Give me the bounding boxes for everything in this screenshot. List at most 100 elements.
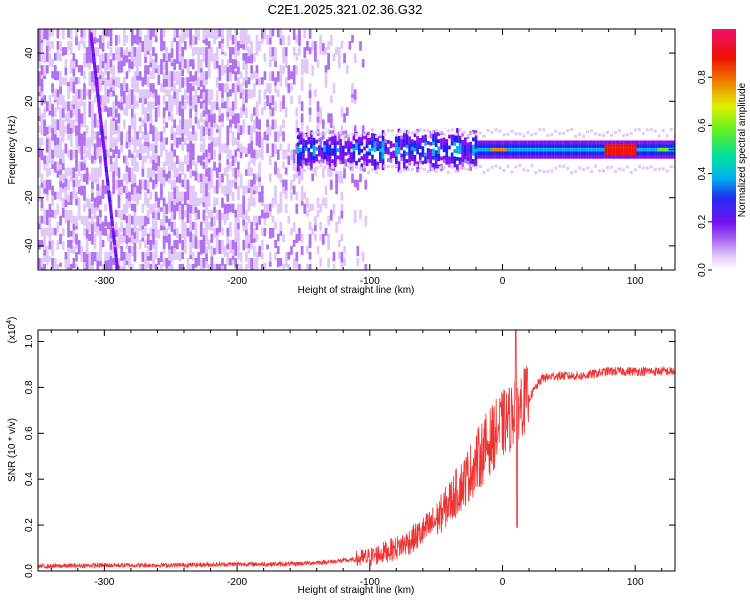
heatmap-cell [199, 101, 203, 109]
heatmap-cell [210, 233, 214, 243]
heatmap-cell [324, 71, 328, 82]
heatmap-cell [629, 170, 633, 174]
heatmap-cell [120, 179, 123, 187]
heatmap-cell [117, 77, 121, 89]
heatmap-cell [149, 251, 153, 261]
heatmap-cell [152, 167, 155, 178]
heatmap-cell [59, 179, 62, 188]
heatmap-cell [162, 179, 166, 188]
heatmap-cell [53, 137, 57, 146]
heatmap-cell [506, 151, 510, 156]
heatmap-cell [271, 119, 275, 130]
heatmap-cell [237, 53, 240, 62]
heatmap-cell [490, 147, 494, 152]
heatmap-cell [191, 59, 195, 70]
heatmap-cell [152, 47, 155, 57]
heatmap-cell [321, 41, 325, 52]
heatmap-cell [128, 95, 131, 105]
heatmap-cell [88, 53, 92, 63]
heatmap-cell [312, 148, 316, 153]
heatmap-cell [178, 41, 182, 52]
heatmap-cell [109, 47, 113, 57]
heatmap-cell [136, 185, 139, 194]
heatmap-cell [245, 161, 248, 170]
heatmap-cell [154, 209, 158, 218]
heatmap-cell [258, 95, 261, 105]
heatmap-cell [298, 263, 301, 270]
heatmap-cell [176, 89, 179, 99]
heatmap-cell [337, 239, 341, 248]
heatmap-cell [170, 59, 174, 67]
heatmap-cell [128, 233, 131, 243]
heatmap-cell [258, 221, 261, 231]
heatmap-cell [77, 179, 81, 187]
heatmap-cell [628, 147, 632, 152]
heatmap-cell [160, 41, 163, 52]
heatmap-cell [673, 165, 675, 169]
heatmap-cell [194, 113, 198, 124]
heatmap-cell [218, 161, 222, 173]
heatmap-cell [168, 173, 171, 184]
heatmap-cell [245, 107, 248, 119]
heatmap-cell [88, 143, 92, 153]
heatmap-cell [160, 65, 163, 75]
heatmap-cell [469, 152, 473, 157]
heatmap-cell [157, 257, 161, 266]
heatmap-cell [114, 249, 118, 254]
heatmap-cell [138, 215, 142, 224]
heatmap-cell [421, 146, 425, 151]
heatmap-cell [355, 146, 358, 151]
heatmap-cell [296, 153, 300, 158]
heatmap-cell [38, 29, 41, 39]
heatmap-cell [183, 221, 187, 231]
heatmap-cell [45, 101, 49, 112]
heatmap-cell [189, 35, 192, 46]
heatmap-cell [101, 95, 105, 103]
heatmap-cell [88, 47, 92, 57]
heatmap-cell [279, 65, 283, 73]
heatmap-cell [72, 227, 76, 239]
heatmap-cell [617, 144, 621, 148]
heatmap-cell [48, 83, 52, 93]
x-tick-label: -200 [227, 276, 247, 287]
heatmap-cell [242, 101, 246, 112]
heatmap-cell [149, 41, 153, 51]
heatmap-cell [223, 215, 227, 225]
heatmap-cell [429, 141, 433, 146]
heatmap-cell [218, 83, 222, 91]
heatmap-cell [75, 35, 78, 46]
heatmap-cell [160, 137, 163, 149]
heatmap-cell [149, 155, 153, 164]
heatmap-cell [375, 171, 379, 175]
heatmap-cell [128, 137, 131, 148]
heatmap-cell [138, 179, 142, 188]
heatmap-cell [136, 83, 139, 94]
heatmap-cell [186, 257, 190, 269]
heatmap-cell [181, 107, 185, 116]
heatmap-cell [665, 154, 669, 159]
heatmap-cell [99, 209, 102, 218]
heatmap-cell [501, 151, 504, 156]
heatmap-cell [302, 149, 305, 154]
heatmap-cell [221, 227, 224, 236]
heatmap-cell [501, 147, 504, 152]
heatmap-cell [69, 137, 73, 148]
heatmap-cell [357, 151, 361, 155]
heatmap-cell [376, 136, 380, 141]
heatmap-cell [138, 47, 142, 58]
heatmap-cell [341, 152, 345, 157]
heatmap-cell [59, 89, 62, 100]
heatmap-cell [471, 137, 475, 142]
heatmap-cell [546, 151, 549, 156]
heatmap-cell [96, 65, 100, 74]
heatmap-cell [38, 137, 41, 148]
heatmap-cell [205, 35, 208, 46]
heatmap-cell [493, 147, 496, 152]
heatmap-cell [218, 131, 222, 142]
heatmap-cell [466, 142, 470, 147]
heatmap-cell [218, 71, 222, 81]
heatmap-cell [526, 169, 530, 173]
heatmap-cell [308, 59, 312, 68]
heatmap-cell [318, 148, 321, 153]
heatmap-cell [231, 245, 235, 257]
